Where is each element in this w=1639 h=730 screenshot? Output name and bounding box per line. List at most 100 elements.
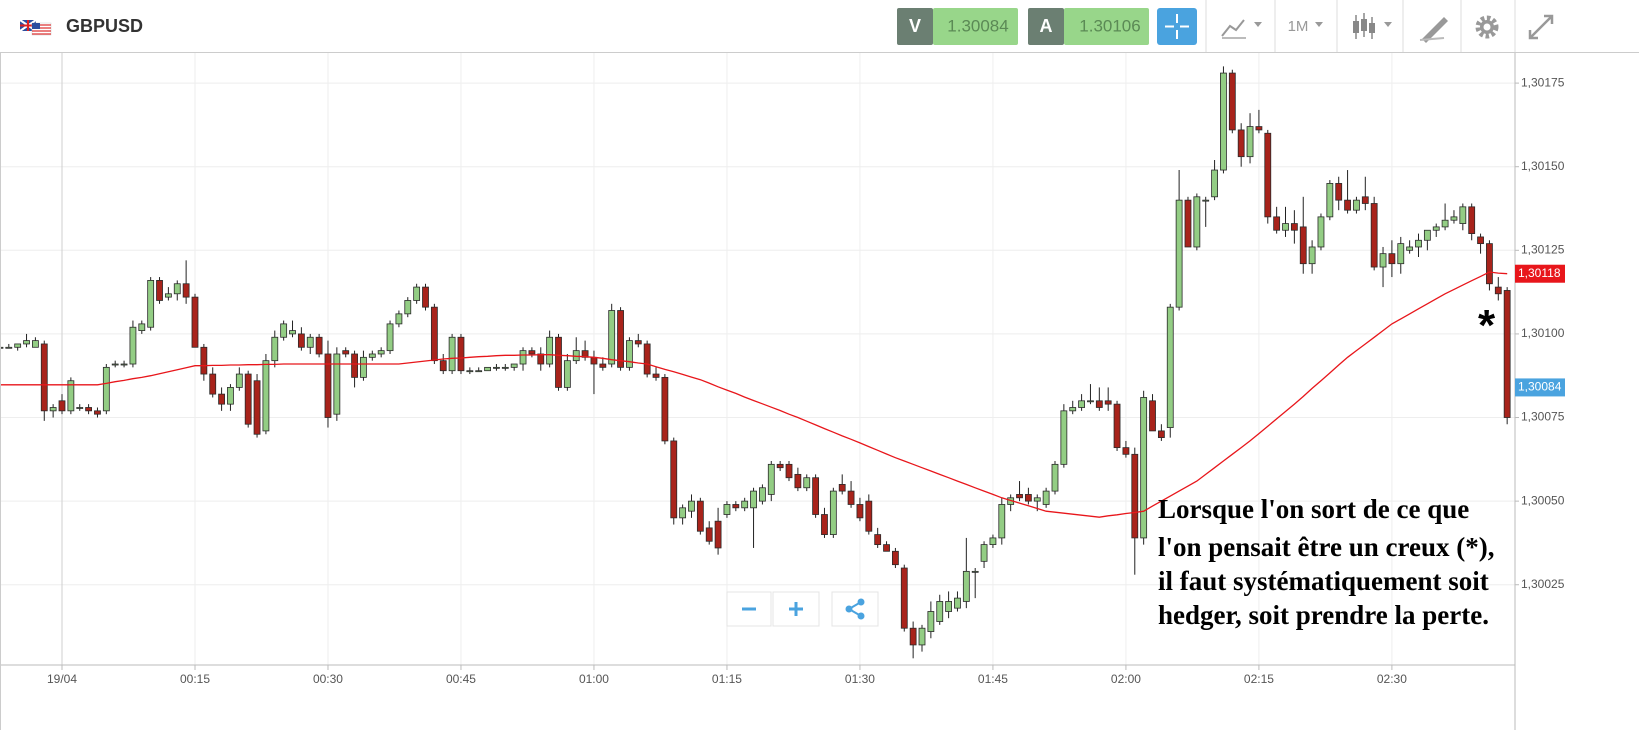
candle-body [315,336,323,355]
candle-body [280,323,288,338]
candle-body [688,500,695,512]
candle-body [1193,196,1201,248]
candle-body [484,366,491,372]
candle-body [1211,169,1218,198]
candle-body [448,336,456,372]
candle-body [227,387,234,405]
candle-body [1122,447,1130,455]
y-tick-label: 1,30100 [1521,326,1565,340]
candle-body [1477,236,1484,245]
crosshair-button[interactable] [1157,8,1197,45]
candle-body [874,534,882,546]
price-tag-label: 1,30084 [1518,380,1562,394]
candle-body [324,353,332,418]
candle-body [253,380,261,435]
candle-body [1415,239,1422,248]
share-button[interactable] [831,591,879,627]
candle-body [829,490,837,535]
candle-body [945,601,952,612]
sell-button[interactable] [897,8,933,45]
x-tick-label: 01:45 [978,672,1008,686]
x-tick-label: 01:30 [845,672,875,686]
annotation-line: l'on pensait être un creux (*), [1158,532,1495,562]
candle-body [927,611,935,632]
candle-body [1388,253,1396,265]
candle-body [413,286,421,301]
dropdown-arrow[interactable] [1315,22,1323,27]
candle-body [821,514,828,535]
sell-price[interactable]: 1.30084 [947,16,1008,35]
candle-body [971,570,979,573]
timeframe[interactable]: 1M [1288,18,1309,35]
candle-body [608,310,616,365]
candle-body [377,350,385,355]
candle-body [812,477,820,515]
candle-body [794,473,802,489]
candle-body [1494,286,1502,295]
candle-body [1104,400,1112,405]
candle-body [962,570,970,602]
candle-body [262,360,270,432]
candle-body [732,504,740,509]
buy-label[interactable]: A [1040,16,1053,36]
candle-body [466,370,474,373]
candle-body [111,363,119,366]
candle-body [1149,400,1156,432]
candle-body [342,350,350,355]
toolbar [0,0,1639,53]
candle-body [537,353,545,365]
candle-body [386,323,394,352]
candle-body [661,376,669,442]
candle-body [892,550,899,566]
candle-body [368,353,376,358]
sell-label[interactable]: V [909,16,921,36]
annotation-line: hedger, soit prendre la perte. [1158,600,1489,630]
settings-button[interactable] [1475,15,1499,39]
candle-body [14,343,22,348]
candle-body [679,507,687,519]
candle-body [1326,183,1334,218]
candle-body [954,597,961,609]
candle-body [1033,497,1041,502]
candle-body [1166,306,1174,428]
draw-button[interactable] [1419,17,1448,43]
candle-body [58,400,66,412]
candle-body [643,343,651,375]
candle-body [182,283,190,298]
candle-body [590,356,598,365]
price-tag-label: 1,30118 [1518,266,1561,280]
candle-body [404,300,412,315]
candle-body [900,567,908,629]
candle-body [1051,463,1059,492]
fullscreen-button[interactable] [1528,14,1554,40]
candle-body [457,336,465,372]
x-tick-label: 00:15 [180,672,210,686]
candle-body [85,407,92,412]
buy-price-box[interactable] [1064,8,1149,45]
candle-body [634,340,642,345]
chart-type-button[interactable] [1221,19,1262,39]
candle-body [1370,203,1378,268]
candle-body [998,504,1006,539]
candle-body [1459,206,1467,224]
price-tag [1515,264,1565,283]
annotation-line: Lorsque l'on sort de ce que [1158,494,1469,524]
buy-button[interactable] [1028,8,1064,45]
candle-body [856,504,864,519]
candle-type-button[interactable] [1353,13,1392,39]
candle-body [918,627,926,646]
candle-body [723,504,731,515]
buy-price[interactable]: 1.30106 [1079,16,1140,35]
candle-body [67,380,75,412]
candle-body [1273,216,1281,231]
candle-body [838,484,846,492]
candle-body [395,313,403,325]
sell-price-box[interactable] [933,8,1018,45]
candle-body [1335,183,1343,201]
candle-body [759,487,766,502]
candle-body [528,350,536,355]
candle-body [475,370,483,373]
candle-body [652,373,660,378]
y-tick-label: 1,30150 [1521,159,1565,173]
candle-body [1175,199,1183,308]
